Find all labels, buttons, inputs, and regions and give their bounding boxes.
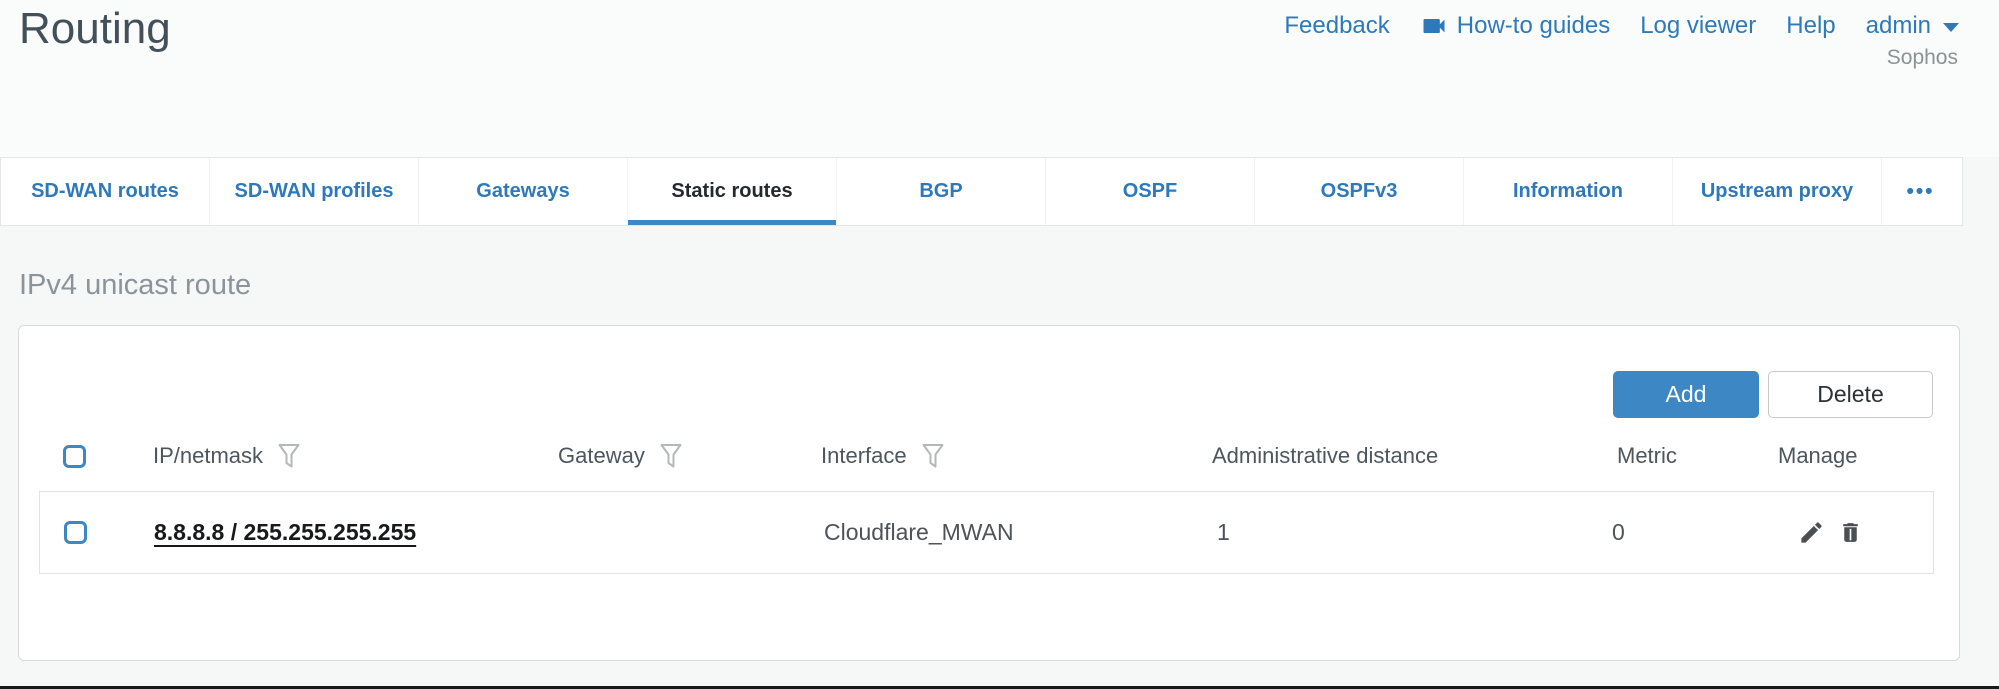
row-cell-manage [1798, 492, 1863, 573]
tabs-more-button[interactable]: ••• [1882, 158, 1959, 225]
column-label: Metric [1617, 443, 1677, 468]
tab-bgp[interactable]: BGP [837, 158, 1046, 225]
column-header-interface: Interface [821, 431, 945, 481]
tab-label: SD-WAN routes [31, 180, 179, 202]
row-cell-administrative-distance: 1 [1217, 519, 1230, 545]
column-label: Administrative distance [1212, 443, 1439, 468]
page-header [0, 0, 1999, 157]
column-label: Gateway [558, 443, 645, 468]
column-label: Interface [821, 443, 907, 468]
window-bottom-edge [0, 686, 1999, 689]
route-link[interactable]: 8.8.8.8 / 255.255.255.255 [154, 519, 417, 545]
edit-icon[interactable] [1798, 519, 1825, 546]
routes-panel: Add Delete IP/netmask Gateway Interface … [18, 325, 1960, 661]
tab-label: Static routes [671, 180, 793, 202]
log-viewer-label: Log viewer [1640, 12, 1757, 39]
tab-label: SD-WAN profiles [234, 180, 394, 202]
row-select-cell [64, 492, 87, 573]
add-button[interactable]: Add [1613, 371, 1759, 418]
column-header-administrative-distance: Administrative distance [1212, 431, 1438, 481]
help-label: Help [1786, 12, 1836, 39]
row-cell-ip-netmask: 8.8.8.8 / 255.255.255.255 [154, 492, 416, 573]
filter-icon[interactable] [659, 443, 683, 469]
row-checkbox[interactable] [64, 521, 87, 544]
filter-icon[interactable] [921, 443, 945, 469]
chevron-down-icon [1943, 23, 1959, 32]
tab-information[interactable]: Information [1464, 158, 1673, 225]
feedback-label: Feedback [1284, 12, 1390, 39]
user-menu[interactable]: admin [1866, 12, 1959, 40]
tab-label: Upstream proxy [1700, 180, 1854, 202]
tab-label: OSPF [1122, 180, 1178, 202]
tab-upstream-proxy[interactable]: Upstream proxy [1673, 158, 1882, 225]
filter-icon[interactable] [277, 443, 301, 469]
video-icon [1420, 12, 1448, 40]
row-cell-interface: Cloudflare_MWAN [824, 519, 1014, 545]
trash-icon[interactable] [1838, 519, 1863, 546]
ellipsis-icon: ••• [1906, 179, 1935, 203]
tab-ospf[interactable]: OSPF [1046, 158, 1255, 225]
feedback-link[interactable]: Feedback [1284, 12, 1389, 40]
row-cell-metric: 0 [1612, 519, 1625, 545]
tab-bar: SD-WAN routes SD-WAN profiles Gateways S… [0, 157, 1963, 226]
brand-label: Sophos [1886, 46, 1958, 69]
help-link[interactable]: Help [1786, 12, 1835, 40]
tab-static-routes[interactable]: Static routes [628, 158, 837, 225]
active-tab-underline [628, 220, 836, 225]
tab-sd-wan-profiles[interactable]: SD-WAN profiles [210, 158, 419, 225]
tab-label: BGP [919, 180, 963, 202]
tab-label: OSPFv3 [1320, 180, 1398, 202]
toolbar: Add Delete [1613, 371, 1933, 418]
tab-label: Information [1513, 180, 1623, 202]
column-label: Manage [1778, 443, 1858, 468]
tab-sd-wan-routes[interactable]: SD-WAN routes [1, 158, 210, 225]
header-links: Feedback How-to guides Log viewer Help a… [1284, 12, 1959, 40]
user-label: admin [1865, 12, 1931, 39]
tab-gateways[interactable]: Gateways [419, 158, 628, 225]
table-row: 8.8.8.8 / 255.255.255.255 Cloudflare_MWA… [39, 491, 1934, 574]
column-header-ip-netmask: IP/netmask [153, 431, 301, 481]
column-header-manage: Manage [1778, 431, 1858, 481]
tab-label: Gateways [476, 180, 570, 202]
column-header-metric: Metric [1617, 431, 1677, 481]
delete-button[interactable]: Delete [1768, 371, 1933, 418]
select-all-checkbox[interactable] [63, 444, 86, 468]
howto-guides-label: How-to guides [1456, 12, 1611, 39]
tab-ospfv3[interactable]: OSPFv3 [1255, 158, 1464, 225]
section-title: IPv4 unicast route [19, 269, 252, 301]
howto-guides-link[interactable]: How-to guides [1420, 12, 1610, 40]
column-label: IP/netmask [153, 443, 264, 468]
page-title: Routing [19, 4, 171, 53]
column-header-gateway: Gateway [558, 431, 683, 481]
log-viewer-link[interactable]: Log viewer [1640, 12, 1756, 40]
table-header: IP/netmask Gateway Interface Administrat… [19, 431, 1959, 481]
header-select-cell [63, 431, 86, 481]
